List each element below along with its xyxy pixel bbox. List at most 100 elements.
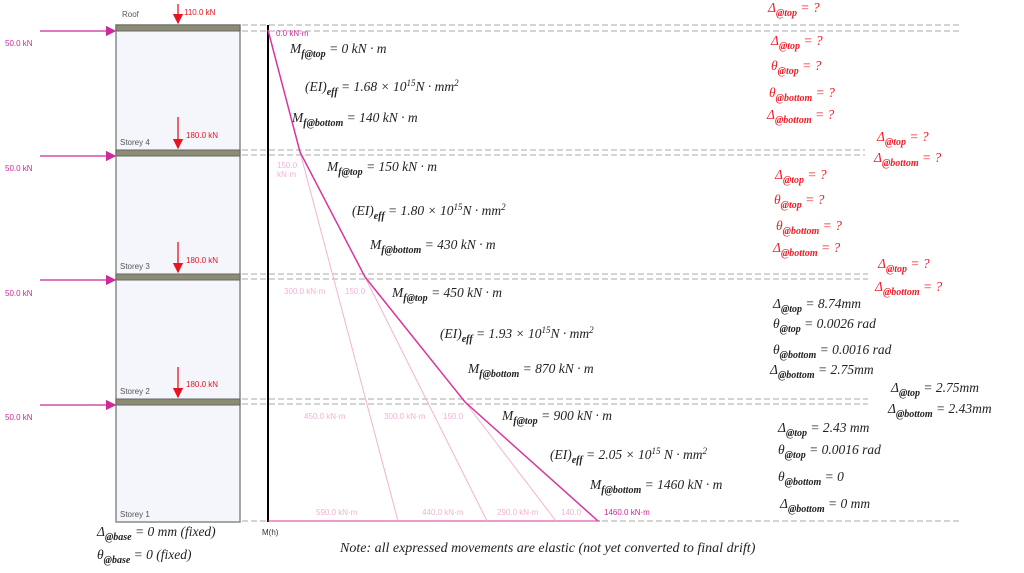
partial-moment-line — [464, 401, 557, 522]
moment-label: 590.0 kN·m — [316, 508, 358, 517]
equation-part: N · mm — [415, 79, 455, 94]
equation-part: = ? — [801, 192, 825, 207]
equation-part: θ — [773, 342, 780, 357]
equation-part: = ? — [798, 58, 822, 73]
unknown-result: Δ@top = ? — [775, 167, 827, 186]
computed-result: θ@top = 0.0016 rad — [778, 442, 881, 461]
floor-label-storey-2: Storey 2 — [120, 387, 150, 396]
equation-part: N · mm — [462, 203, 502, 218]
equation-part: Δ — [875, 279, 883, 294]
equation-part: @top — [779, 324, 801, 335]
equation-part: eff — [326, 87, 338, 98]
slab-storey-4 — [115, 149, 241, 157]
equation-part: f@top — [513, 416, 538, 427]
computed-result: Δ@top = 8.74mm — [773, 296, 861, 315]
equation-part: = ? — [817, 240, 841, 255]
equation-part: θ — [769, 85, 776, 100]
moment-axis-label: M(h) — [262, 528, 279, 537]
equation-part: 15 — [406, 78, 416, 88]
gravity-load-label: 180.0 kN — [186, 380, 219, 389]
equation-part: 2 — [501, 202, 506, 212]
segment-equation: Mf@bottom = 870 kN · m — [468, 361, 594, 380]
computed-result: θ@base = 0 (fixed) — [97, 547, 192, 566]
equation-part: = ? — [804, 167, 827, 182]
segment-equation: (EI)eff = 1.68 × 1015N · mm2 — [305, 78, 459, 98]
equation-part: = 1.68 × 10 — [337, 79, 407, 94]
equation-part: (EI) — [440, 326, 462, 341]
computed-result: Δ@bottom = 2.75mm — [770, 362, 874, 381]
slab-roof — [115, 24, 241, 32]
moment-label: 150.0 kN·m — [277, 161, 298, 179]
equation-part: θ — [773, 316, 780, 331]
equation-part: Δ — [877, 129, 885, 144]
segment-equation: Mf@top = 900 kN · m — [502, 408, 612, 427]
computed-result: Δ@top = 2.75mm — [891, 380, 979, 399]
equation-part: = 2.75mm — [920, 380, 980, 395]
equation-part: = 0 (fixed) — [130, 547, 192, 562]
lateral-load-label: 50.0 kN — [5, 413, 33, 422]
equation-part: = ? — [918, 150, 942, 165]
segment-equation: (EI)eff = 1.93 × 1015N · mm2 — [440, 325, 594, 345]
unknown-result: θ@top = ? — [771, 58, 821, 77]
segment-equation: Mf@bottom = 1460 kN · m — [590, 477, 722, 496]
equation-part: Δ — [768, 0, 776, 15]
moment-label: 440.0 kN·m — [422, 508, 464, 517]
equation-part: = ? — [906, 129, 929, 144]
equation-part: = ? — [811, 107, 835, 122]
equation-part: = 2.43 mm — [807, 420, 870, 435]
equation-part: @bottom — [775, 93, 813, 104]
equation-part: Δ — [874, 150, 882, 165]
equation-part: @bottom — [881, 158, 919, 169]
equation-part: (EI) — [550, 447, 572, 462]
equation-part: 2 — [702, 446, 708, 456]
equation-part: @base — [103, 555, 131, 566]
equation-part: M — [502, 408, 514, 423]
equation-part: f@bottom — [479, 369, 520, 380]
equation-part: Δ — [770, 362, 778, 377]
equation-part: @bottom — [782, 226, 820, 237]
equation-part: = 1.93 × 10 — [472, 326, 542, 341]
equation-part: = ? — [800, 33, 823, 48]
equation-part: Δ — [780, 496, 788, 511]
segment-equation: Mf@top = 450 kN · m — [392, 285, 502, 304]
segment-equation: Mf@bottom = 430 kN · m — [370, 237, 496, 256]
equation-part: f@bottom — [303, 118, 344, 129]
equation-part: θ — [774, 192, 781, 207]
lateral-load-label: 50.0 kN — [5, 164, 33, 173]
equation-part: M — [370, 237, 382, 252]
equation-part: = ? — [819, 218, 842, 233]
floor-label-storey-4: Storey 4 — [120, 138, 150, 147]
floor-label-storey-3: Storey 3 — [120, 262, 150, 271]
equation-part: 2 — [589, 325, 594, 335]
equation-part: f@top — [301, 49, 326, 60]
partial-moment-lines — [299, 151, 557, 522]
equation-part: eff — [461, 334, 473, 345]
equation-part: = 2.05 × 10 — [582, 447, 652, 462]
equation-part: = 0 mm (fixed) — [131, 524, 216, 539]
equation-part: θ — [778, 442, 785, 457]
equation-part: @bottom — [774, 115, 812, 126]
equation-part: 15 — [651, 446, 661, 456]
unknown-result: Δ@top = ? — [771, 33, 823, 52]
equation-part: @base — [104, 532, 132, 543]
equation-part: θ — [97, 547, 104, 562]
moment-curve — [267, 29, 599, 522]
equation-part: (EI) — [352, 203, 374, 218]
equation-part: = 0 mm — [824, 496, 871, 511]
lateral-load-arrows — [40, 25, 117, 411]
equation-part: N · mm — [660, 447, 703, 462]
lateral-load-label: 50.0 kN — [5, 289, 33, 298]
equation-part: = 2.75mm — [814, 362, 874, 377]
equation-part: = 150 kN · m — [362, 159, 438, 174]
segment-equation: Mf@top = 0 kN · m — [290, 41, 387, 60]
unknown-result: Δ@bottom = ? — [773, 240, 840, 259]
equation-part: Δ — [97, 524, 105, 539]
moment-label: 300.0 kN·m — [284, 287, 326, 296]
equation-part: Δ — [771, 33, 779, 48]
equation-part: @bottom — [780, 248, 818, 259]
segment-equation: Mf@top = 150 kN · m — [327, 159, 437, 178]
equation-part: Δ — [891, 380, 899, 395]
equation-part: @top — [898, 388, 921, 399]
